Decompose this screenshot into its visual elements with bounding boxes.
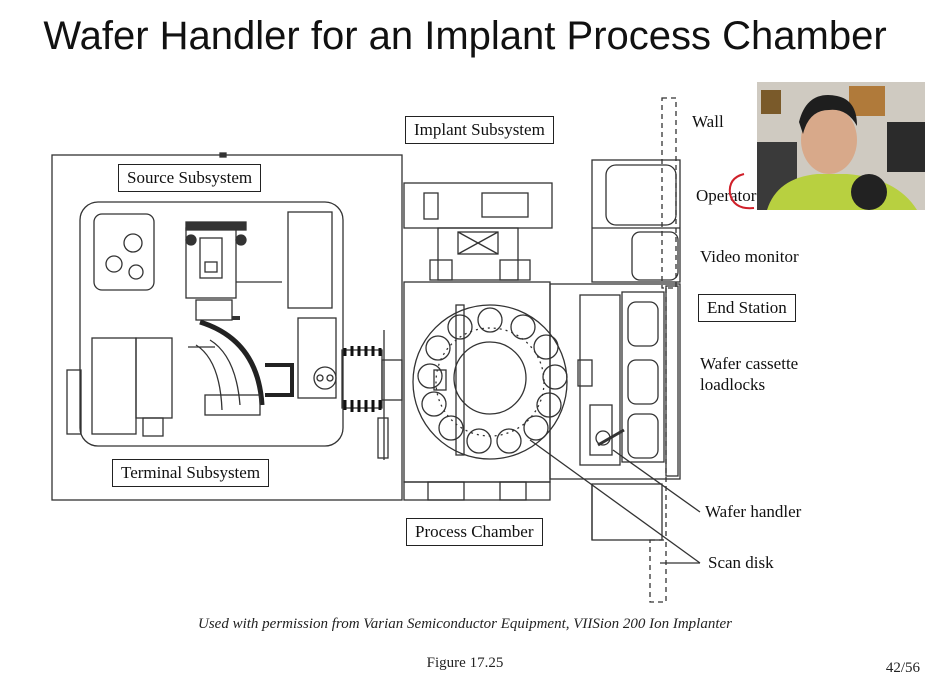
label-terminal-subsystem: Terminal Subsystem xyxy=(112,459,269,487)
label-video-monitor: Video monitor xyxy=(700,247,799,267)
annotation-circle xyxy=(724,168,764,216)
source-terminal-enclosure xyxy=(52,155,402,500)
label-wafer-cassette-line2: loadlocks xyxy=(700,375,765,395)
label-wafer-cassette-line1: Wafer cassette xyxy=(700,354,798,374)
process-chamber-housing xyxy=(404,282,550,482)
figure-number: Figure 17.25 xyxy=(0,655,930,672)
label-end-station: End Station xyxy=(698,294,796,322)
label-wafer-handler: Wafer handler xyxy=(705,502,801,522)
label-implant-subsystem: Implant Subsystem xyxy=(405,116,554,144)
page-number: 42/56 xyxy=(886,660,920,677)
label-wall: Wall xyxy=(692,112,724,132)
label-scan-disk: Scan disk xyxy=(708,553,774,573)
implant-subsystem-housing xyxy=(404,183,552,228)
label-source-subsystem: Source Subsystem xyxy=(118,164,261,192)
end-station-housing xyxy=(550,284,680,479)
label-process-chamber: Process Chamber xyxy=(406,518,543,546)
slide-caption: Used with permission from Varian Semicon… xyxy=(0,616,930,633)
presenter-webcam xyxy=(757,82,925,210)
